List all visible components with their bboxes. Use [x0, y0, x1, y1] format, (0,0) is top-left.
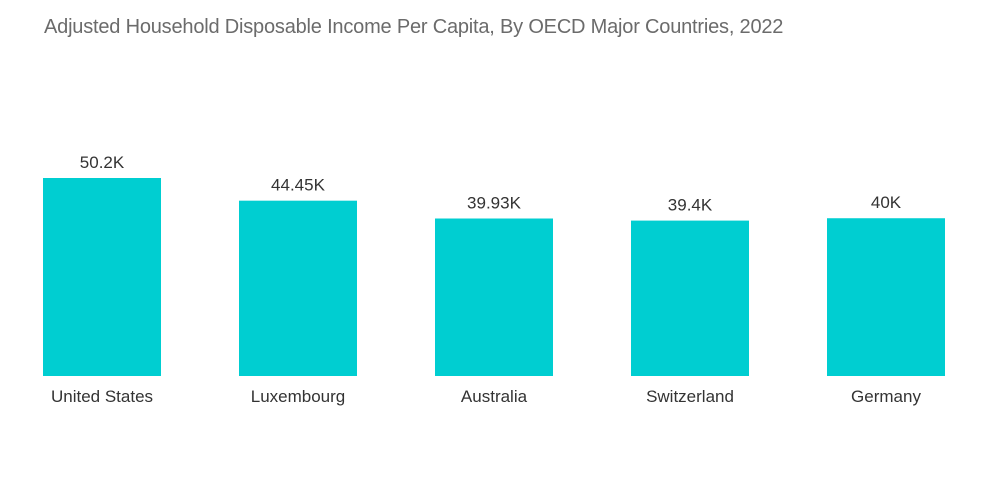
value-label: 40K: [871, 193, 902, 212]
category-label: United States: [51, 387, 153, 406]
bar-united-states: [43, 178, 161, 376]
category-label: Switzerland: [646, 387, 734, 406]
value-label: 39.4K: [668, 196, 713, 215]
bar-switzerland: [631, 220, 749, 376]
bars-layer: [43, 178, 945, 376]
value-label: 50.2K: [80, 153, 125, 172]
bar-australia: [435, 218, 553, 376]
bar-germany: [827, 218, 945, 376]
value-label: 44.45K: [271, 176, 326, 195]
value-labels-layer: 50.2K 44.45K 39.93K 39.4K 40K: [80, 153, 902, 215]
category-label: Luxembourg: [251, 387, 346, 406]
category-labels-layer: United States Luxembourg Australia Switzerl…: [51, 387, 921, 406]
category-label: Germany: [851, 387, 921, 406]
chart-title: Adjusted Household Disposable Income Per…: [44, 16, 784, 38]
category-label: Australia: [461, 387, 528, 406]
value-label: 39.93K: [467, 194, 522, 213]
bar-luxembourg: [239, 200, 357, 376]
